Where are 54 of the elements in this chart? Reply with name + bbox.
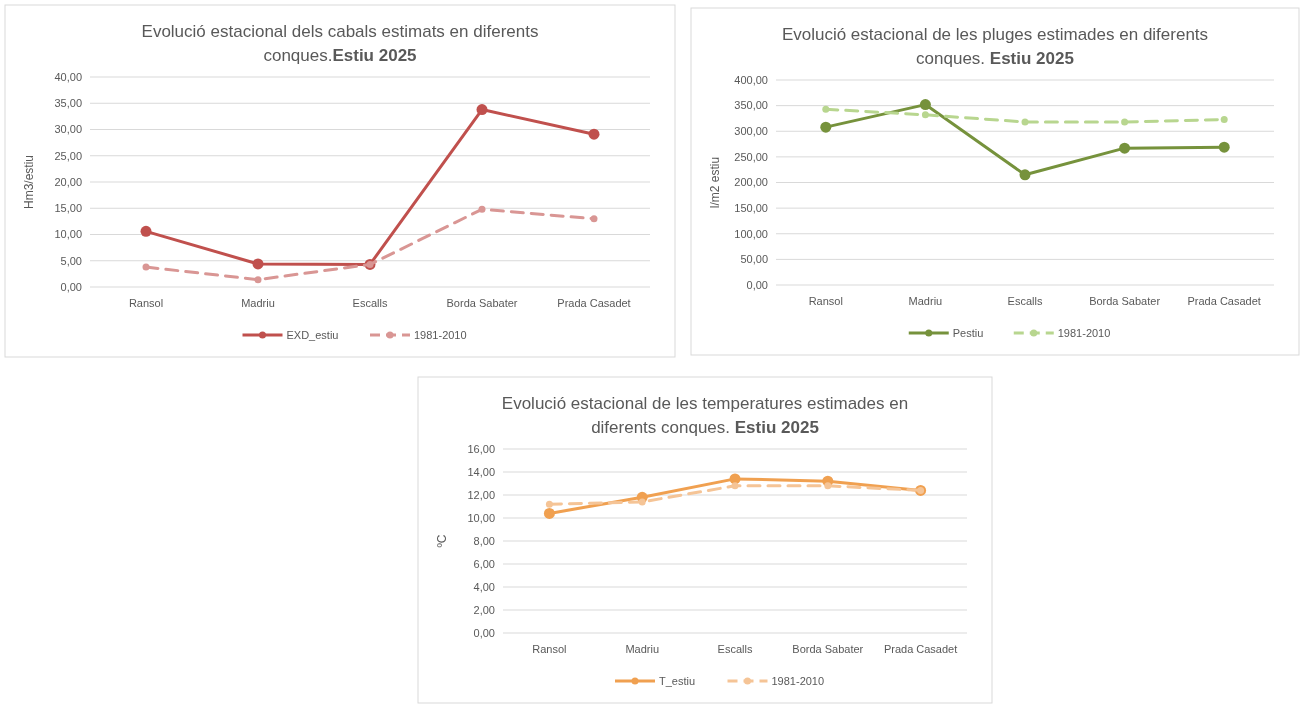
y-tick-label: 8,00 [473, 534, 495, 547]
x-tick-label: Escalls [717, 643, 753, 655]
y-axis-title: Hm3/estiu [22, 154, 36, 210]
chart-title: Evolució estacional dels cabals estimats en diferents conques.Estiu 2025 [141, 22, 539, 65]
y-tick-label: 200,00 [734, 176, 768, 189]
legend-label: T_estiu [659, 674, 696, 687]
x-tick-label: Borda Sabater [792, 643, 864, 655]
legend-label: EXD_estiu [286, 328, 339, 341]
y-tick-label: 20,00 [54, 175, 82, 188]
y-tick-label: 15,00 [54, 202, 82, 215]
x-tick-label: Madriu [625, 643, 660, 655]
x-tick-label: Borda Sabater [1089, 295, 1161, 307]
x-tick-label: Madriu [241, 297, 275, 309]
y-tick-label: 350,00 [734, 99, 768, 112]
y-tick-label: 0,00 [60, 280, 82, 293]
x-tick-label: Prada Casadet [1187, 295, 1261, 307]
chart-title: Evolució estacional de les pluges estimades en diferents conques. Estiu 2025 [781, 25, 1209, 68]
legend-label: 1981-2010 [414, 328, 467, 341]
y-tick-label: 16,00 [467, 442, 495, 455]
x-tick-label: Ransol [808, 295, 843, 307]
y-tick-label: 14,00 [467, 465, 495, 478]
y-tick-label: 30,00 [54, 123, 82, 136]
y-tick-label: 6,00 [473, 557, 495, 570]
legend-label: Pestiu [952, 326, 984, 339]
x-tick-label: Madriu [908, 295, 943, 307]
y-tick-label: 4,00 [473, 580, 495, 593]
y-axis-title: l/m2 estiu [708, 156, 722, 209]
y-tick-label: 40,00 [54, 70, 82, 83]
y-tick-label: 250,00 [734, 150, 768, 163]
y-tick-label: 35,00 [54, 97, 82, 110]
x-tick-label: Borda Sabater [446, 297, 518, 309]
y-tick-label: 2,00 [473, 603, 495, 616]
y-tick-label: 50,00 [740, 253, 768, 266]
y-tick-label: 150,00 [734, 201, 768, 214]
x-tick-label: Escalls [352, 297, 388, 309]
x-tick-label: Ransol [532, 643, 567, 655]
y-tick-label: 0,00 [746, 278, 768, 291]
y-tick-label: 400,00 [734, 73, 768, 86]
legend-label: 1981-2010 [771, 674, 825, 687]
y-tick-label: 5,00 [60, 254, 82, 267]
x-tick-label: Prada Casadet [557, 297, 631, 309]
legend-label: 1981-2010 [1057, 326, 1111, 339]
y-tick-label: 25,00 [54, 149, 82, 162]
y-tick-label: 0,00 [473, 626, 495, 639]
y-tick-label: 10,00 [467, 511, 495, 524]
chart-title: Evolució estacional de les temperatures estimades en diferents conques. Estiu 2025 [501, 394, 909, 437]
y-tick-label: 12,00 [467, 488, 495, 501]
y-axis-title: ºC [435, 534, 449, 548]
x-tick-label: Ransol [128, 297, 164, 309]
x-tick-label: Escalls [1007, 295, 1043, 307]
y-tick-label: 100,00 [734, 227, 768, 240]
y-tick-label: 10,00 [54, 228, 82, 241]
x-tick-label: Prada Casadet [883, 643, 958, 655]
y-tick-label: 300,00 [734, 125, 768, 138]
